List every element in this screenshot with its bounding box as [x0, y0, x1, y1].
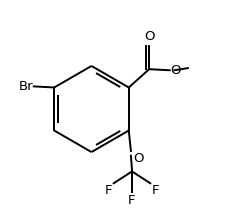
Text: O: O	[133, 152, 143, 165]
Text: F: F	[151, 184, 158, 197]
Text: Br: Br	[18, 80, 33, 93]
Text: F: F	[128, 194, 135, 207]
Text: O: O	[143, 30, 154, 43]
Text: O: O	[170, 64, 180, 77]
Text: F: F	[105, 184, 112, 197]
